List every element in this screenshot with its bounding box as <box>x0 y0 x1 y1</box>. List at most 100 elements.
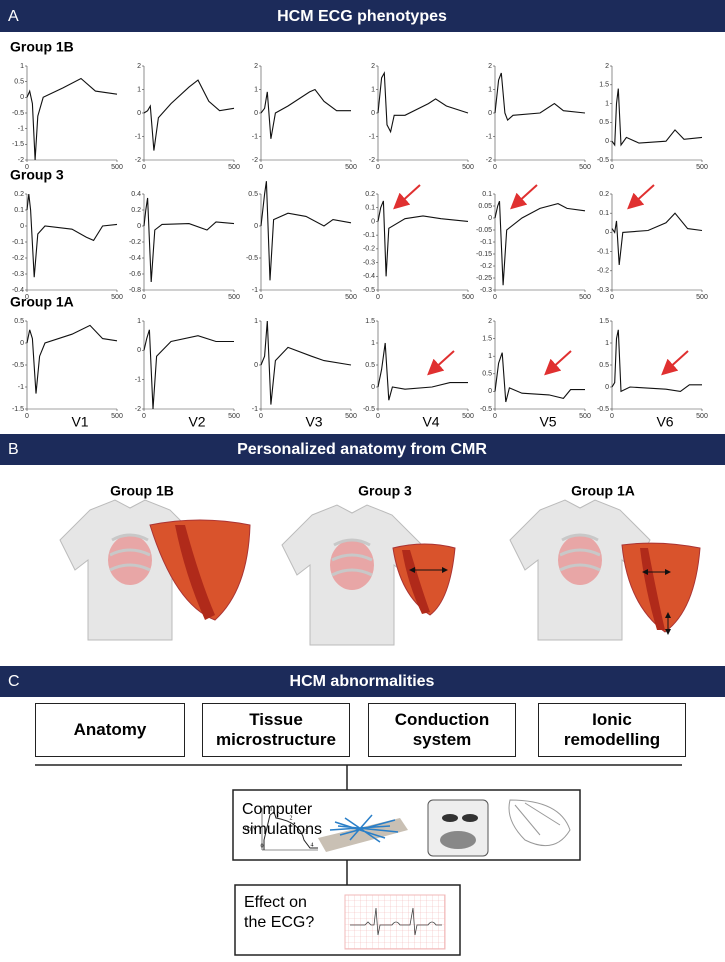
y-tick-label: 0.1 <box>365 205 375 212</box>
abnormality-box: Conduction system <box>368 703 516 757</box>
annotation-arrow <box>510 184 538 210</box>
header-bar <box>0 666 725 697</box>
y-tick-label: -0.2 <box>480 263 492 270</box>
y-tick-label: 0 <box>488 388 492 395</box>
annotation-arrow <box>661 350 689 376</box>
y-tick-label: 0.2 <box>131 207 141 214</box>
x-tick-label: 500 <box>228 294 240 301</box>
y-tick-label: 0.5 <box>482 371 492 378</box>
x-tick-label: 0 <box>142 413 146 420</box>
y-tick-label: 0.2 <box>14 191 24 198</box>
group-label: Group 1B <box>110 483 174 499</box>
y-tick-label: -1 <box>18 126 24 133</box>
y-tick-label: 0 <box>20 340 24 347</box>
x-tick-label: 0 <box>25 294 29 301</box>
y-tick-label: 2 <box>488 63 492 70</box>
y-tick-label: 0 <box>605 229 609 236</box>
y-tick-label: 1 <box>488 86 492 93</box>
action-potential-label: 1 <box>270 806 273 812</box>
y-tick-label: 0 <box>488 110 492 117</box>
y-tick-label: 0.5 <box>14 79 24 86</box>
y-tick-label: -1 <box>252 287 258 294</box>
annotation-arrow <box>627 184 655 210</box>
y-tick-label: 1 <box>488 353 492 360</box>
ecg-trace <box>143 79 235 151</box>
y-tick-label: 0.5 <box>248 191 258 198</box>
lead-label: V2 <box>188 414 205 430</box>
conduction-icon <box>508 799 571 847</box>
x-tick-label: 500 <box>579 164 591 171</box>
ecg-trace <box>494 352 585 403</box>
y-tick-label: -1 <box>135 133 141 140</box>
y-tick-label: 0.4 <box>131 191 141 198</box>
y-tick-label: -0.3 <box>597 287 609 294</box>
y-tick-label: -1.5 <box>12 141 24 148</box>
y-tick-label: -0.2 <box>363 246 375 253</box>
ecg-trace <box>611 212 703 266</box>
action-potential-label: 0mV <box>245 826 258 832</box>
ecg-trace-icon <box>350 907 442 936</box>
x-tick-label: 500 <box>111 164 123 171</box>
y-tick-label: 2 <box>254 63 258 70</box>
x-tick-label: 500 <box>111 413 123 420</box>
lead-label: V6 <box>656 414 673 430</box>
y-tick-label: 1.5 <box>599 318 609 325</box>
y-tick-label: 0 <box>137 223 141 230</box>
x-tick-label: 500 <box>111 294 123 301</box>
x-tick-label: 500 <box>696 294 708 301</box>
y-tick-label: -2 <box>252 157 258 164</box>
y-tick-label: 0 <box>605 384 609 391</box>
y-tick-label: -0.1 <box>480 239 492 246</box>
y-tick-label: 0.5 <box>599 119 609 126</box>
y-tick-label: -0.2 <box>129 239 141 246</box>
ecg-trace <box>494 72 586 122</box>
y-tick-label: -0.5 <box>246 255 258 262</box>
x-tick-label: 0 <box>610 413 614 420</box>
ecg-trace <box>26 77 118 161</box>
ecg-trace <box>611 329 702 393</box>
panel-letter: A <box>8 8 19 25</box>
panel-title: HCM ECG phenotypes <box>277 8 447 25</box>
y-tick-label: -0.3 <box>363 259 375 266</box>
effect-label: Effect on the ECG? <box>244 894 315 931</box>
x-tick-label: 0 <box>25 413 29 420</box>
group-label: Group 3 <box>358 483 412 499</box>
y-tick-label: 0.1 <box>482 191 492 198</box>
y-tick-label: 1.5 <box>599 82 609 89</box>
y-tick-label: -0.3 <box>480 287 492 294</box>
x-tick-label: 0 <box>610 164 614 171</box>
ecg-trace <box>143 197 235 283</box>
y-tick-label: -0.5 <box>12 110 24 117</box>
y-tick-label: 1 <box>605 340 609 347</box>
y-tick-label: 1 <box>254 86 258 93</box>
abnormality-box: Ionic remodelling <box>538 703 686 757</box>
x-tick-label: 0 <box>376 413 380 420</box>
y-tick-label: -0.25 <box>476 275 492 282</box>
lead-label: V5 <box>539 414 556 430</box>
y-tick-label: 1 <box>371 86 375 93</box>
y-tick-label: 0.2 <box>365 191 375 198</box>
y-tick-label: -0.05 <box>476 227 492 234</box>
y-tick-label: 1 <box>20 63 24 70</box>
simulation-label: Computer simulations <box>242 801 323 838</box>
y-tick-label: 1 <box>137 86 141 93</box>
y-tick-label: -0.1 <box>12 239 24 246</box>
y-tick-label: -0.4 <box>12 287 24 294</box>
ecg-trace <box>377 71 469 134</box>
y-tick-label: 0.5 <box>365 362 375 369</box>
x-tick-label: 500 <box>345 413 357 420</box>
x-tick-label: 0 <box>25 164 29 171</box>
y-tick-label: -1.5 <box>12 406 24 413</box>
y-tick-label: 1 <box>605 100 609 107</box>
group-label: Group 3 <box>10 167 64 183</box>
y-tick-label: -0.4 <box>129 255 141 262</box>
y-tick-label: 2 <box>371 63 375 70</box>
x-tick-label: 0 <box>493 294 497 301</box>
y-tick-label: -0.1 <box>597 248 609 255</box>
y-tick-label: 0 <box>254 362 258 369</box>
y-tick-label: -0.2 <box>12 255 24 262</box>
x-tick-label: 0 <box>259 294 263 301</box>
x-tick-label: 0 <box>493 164 497 171</box>
annotation-arrow <box>427 350 455 376</box>
